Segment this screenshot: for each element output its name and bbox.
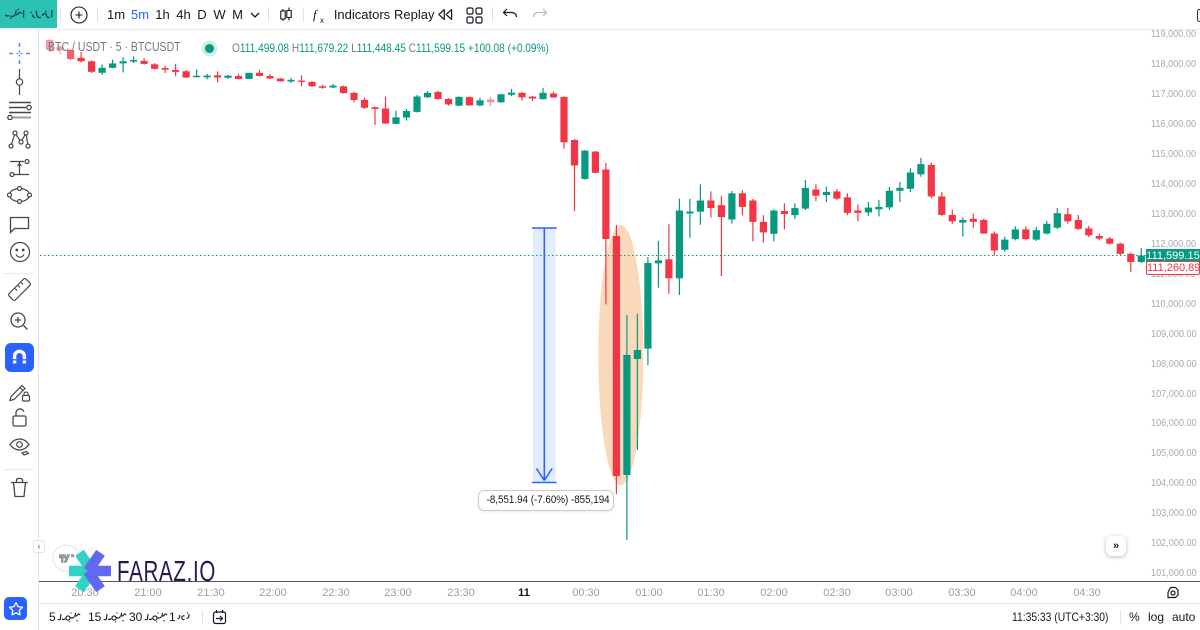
svg-text:f: f	[313, 7, 319, 22]
svg-text:x: x	[320, 16, 324, 25]
